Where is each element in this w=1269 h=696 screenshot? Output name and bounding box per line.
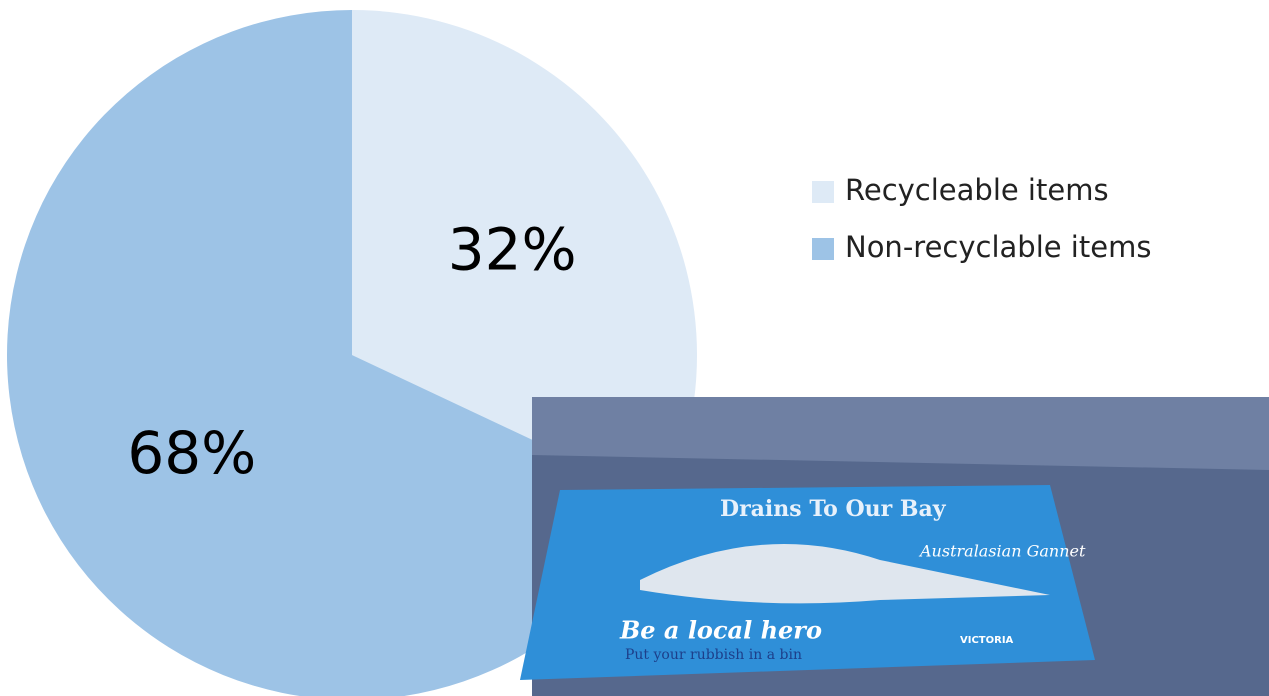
sign-title: Drains To Our Bay [720,496,947,522]
data-label: 68% [127,419,256,487]
sign-subslogan: Put your rubbish in a bin [625,647,802,663]
sign-bird: Australasian Gannet [918,542,1086,561]
pie-slice [352,10,697,502]
legend-swatch [812,238,834,260]
bird [640,544,1050,604]
data-label: 32% [448,215,577,283]
legend: Recycleable items Non-recyclable items [812,173,1151,264]
pie-slice [7,10,665,696]
pie: 32% 68% [7,10,697,696]
legend-label: Non-recyclable items [845,230,1151,264]
sign-slogan: Be a local hero [619,616,822,645]
photo: Drains To Our Bay Australasian Gannet Be… [520,397,1269,696]
pavement [532,397,1269,470]
legend-label: Recycleable items [845,173,1109,207]
legend-swatch [812,181,834,203]
sign-logo: VICTORIA [960,635,1014,646]
